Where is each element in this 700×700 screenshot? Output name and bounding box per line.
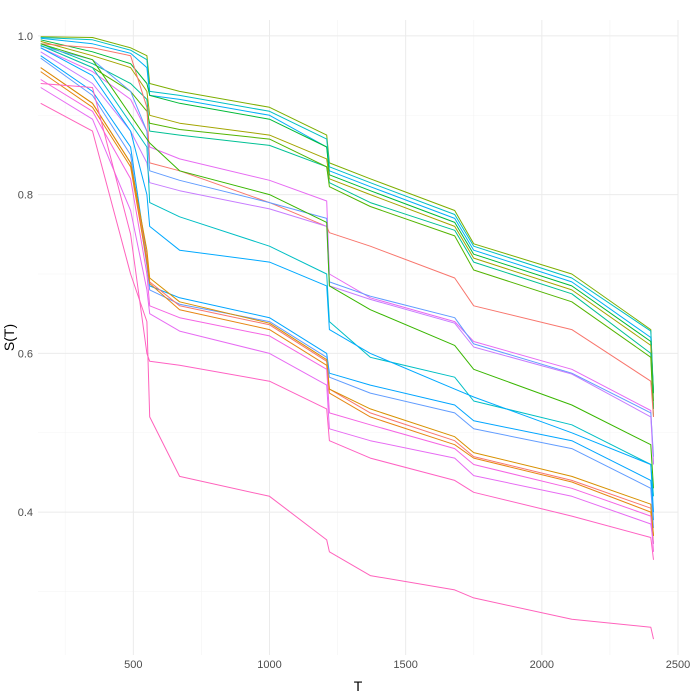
x-tick-label: 500	[124, 659, 142, 671]
series-line-7	[40, 44, 654, 417]
series-line-15	[40, 55, 654, 521]
series-line-11	[40, 51, 654, 465]
series-line-16	[40, 57, 654, 529]
series-line-9	[40, 43, 654, 417]
series-line-23	[40, 102, 654, 640]
series-line-5	[40, 40, 654, 409]
series-line-21	[40, 87, 654, 544]
x-tick-label: 1000	[257, 659, 281, 671]
series-line-12	[40, 43, 654, 489]
y-tick-label: 0.6	[18, 348, 33, 360]
series-line-1	[40, 36, 654, 402]
x-tick-label: 1500	[393, 659, 417, 671]
x-tick-label: 2000	[530, 659, 554, 671]
series-line-4	[40, 39, 654, 394]
series-line-22	[40, 83, 654, 560]
series-line-13	[40, 44, 654, 497]
y-axis-ticks: 0.4 0.6 0.8 1.0	[18, 31, 33, 519]
series-line-19	[40, 71, 654, 544]
y-tick-label: 0.8	[18, 190, 33, 202]
x-tick-label: 2500	[666, 659, 690, 671]
grid	[38, 20, 679, 655]
series-line-18	[40, 67, 654, 536]
y-axis-title: S(T)	[1, 324, 17, 351]
series-line-10	[40, 45, 654, 457]
series-line-2	[40, 37, 654, 394]
x-axis-title: T	[354, 678, 363, 694]
series-line-14	[40, 47, 654, 513]
series-line-6	[40, 43, 654, 409]
series-layer	[40, 36, 654, 640]
y-tick-label: 1.0	[18, 31, 33, 43]
y-tick-label: 0.4	[18, 507, 33, 519]
series-line-8	[40, 47, 654, 465]
series-line-20	[40, 79, 654, 552]
x-axis-ticks: 500 1000 1500 2000 2500	[124, 659, 690, 671]
